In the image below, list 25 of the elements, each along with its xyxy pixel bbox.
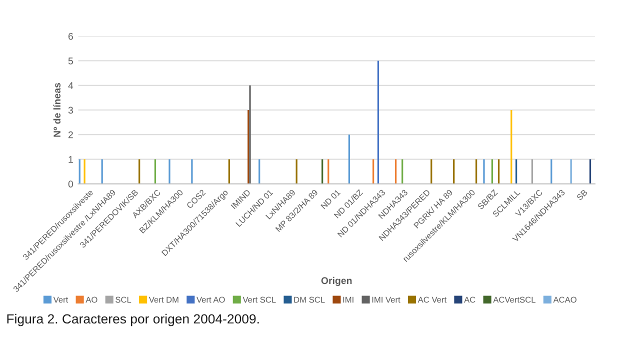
legend-label: IMI Vert (372, 296, 400, 303)
legend-label: SCL (116, 296, 132, 303)
legend-label: Vert (53, 296, 68, 303)
legend-label: AC (464, 296, 476, 303)
y-tick-label: 4 (68, 82, 74, 89)
y-tick-label: 1 (68, 156, 73, 163)
y-axis-title: Nº de líneas (53, 82, 60, 137)
y-tick-label: 3 (68, 106, 73, 114)
x-tick-label: ND 01 (320, 189, 341, 210)
legend-label: Vert AO (196, 296, 225, 303)
legend-label: AO (86, 296, 98, 303)
x-tick-label: SB (576, 189, 588, 201)
legend-label: IMI (343, 296, 354, 303)
legend-label: DM SCL (294, 296, 325, 303)
legend-label: ACVertSCL (493, 296, 536, 303)
x-axis-title: Origen (321, 276, 352, 286)
y-tick-label: 6 (68, 32, 73, 40)
legend-label: ACAO (553, 296, 576, 303)
text: Figura 2. Caracteres por origen 2004-2009. (7, 314, 259, 326)
y-tick-label: 5 (68, 58, 73, 64)
y-tick-label: 2 (68, 131, 73, 138)
legend-label: AC Vert (418, 296, 446, 303)
legend-label: Vert DM (148, 296, 178, 303)
legend-label: Vert SCL (242, 296, 276, 303)
y-tick-label: 0 (68, 180, 74, 188)
